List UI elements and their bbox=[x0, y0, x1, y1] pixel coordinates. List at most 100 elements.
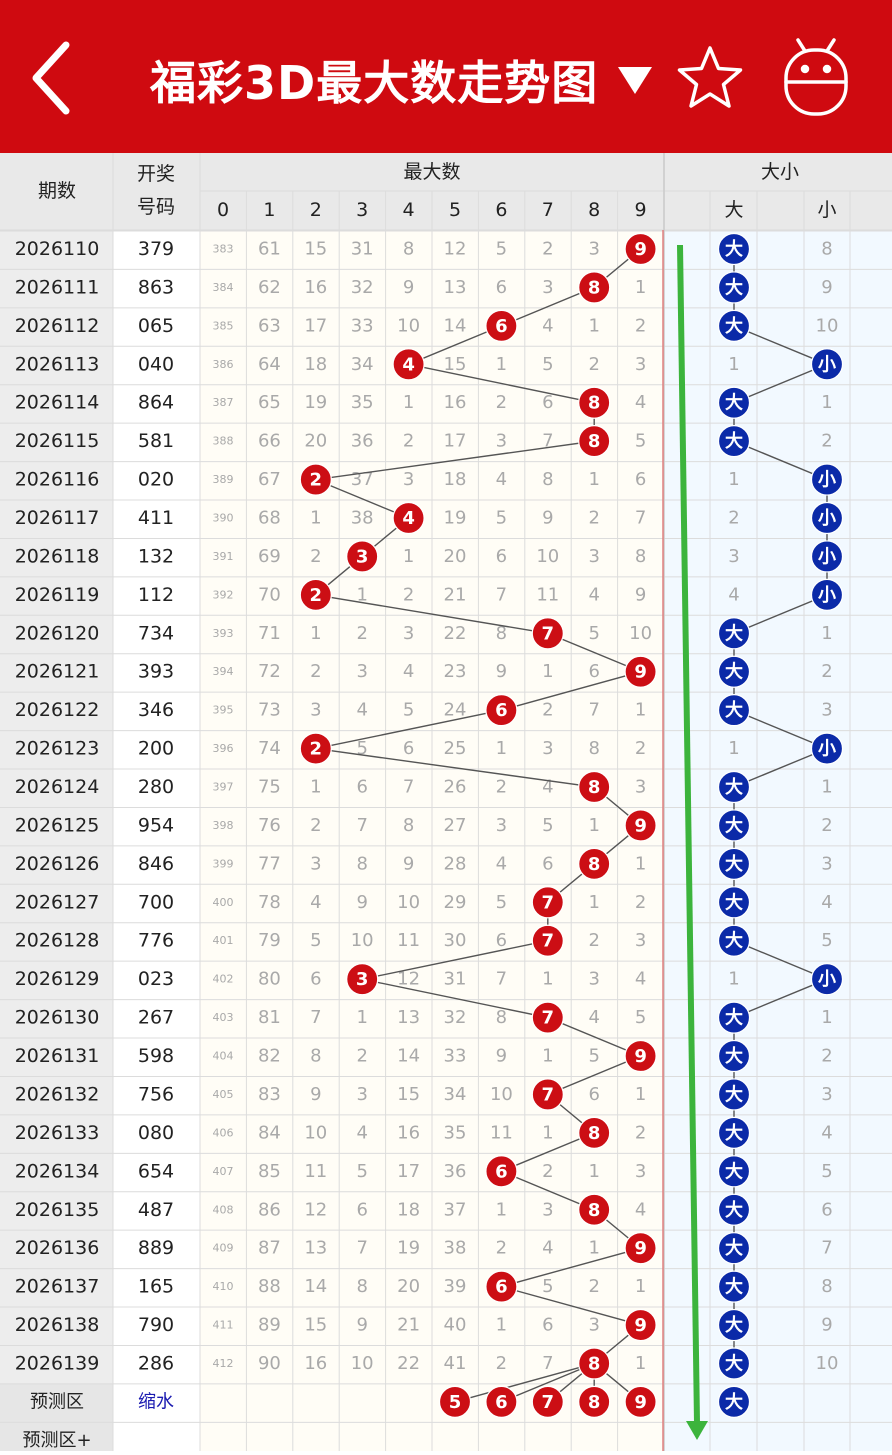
missing-value: 22 bbox=[397, 1353, 420, 1374]
svg-text:9: 9 bbox=[634, 1392, 647, 1413]
svg-text:7: 7 bbox=[542, 931, 555, 952]
missing-value: 4 bbox=[310, 892, 321, 913]
digit-col-header: 8 bbox=[588, 199, 600, 221]
small-missing-value: 1 bbox=[821, 623, 832, 644]
size-small-ball: 小 bbox=[810, 501, 844, 535]
missing-value: 89 bbox=[258, 1315, 281, 1336]
max-digit-ball: 3 bbox=[346, 963, 379, 996]
missing-value: 16 bbox=[304, 277, 327, 298]
missing-value: 77 bbox=[258, 853, 281, 874]
size-big-ball: 大 bbox=[717, 232, 751, 266]
missing-value: 1 bbox=[496, 354, 507, 375]
favorite-button[interactable] bbox=[676, 44, 744, 112]
max-digit-ball: 3 bbox=[346, 540, 379, 573]
missing-value: 4 bbox=[635, 1199, 646, 1220]
period-cell: 2026137 bbox=[15, 1276, 100, 1298]
missing-value: 5 bbox=[542, 815, 553, 836]
missing-value: 29 bbox=[444, 892, 467, 913]
period-cell: 2026111 bbox=[15, 276, 100, 298]
missing-value: 7 bbox=[542, 1353, 553, 1374]
missing-value: 76 bbox=[258, 815, 281, 836]
period-cell: 2026127 bbox=[15, 891, 100, 913]
prediction-ball[interactable]: 9 bbox=[624, 1385, 657, 1419]
small-missing-value: 2 bbox=[821, 815, 832, 836]
missing-value: 3 bbox=[496, 815, 507, 836]
prediction-ball[interactable]: 8 bbox=[578, 1385, 611, 1419]
prediction-ball[interactable]: 5 bbox=[438, 1385, 472, 1419]
prediction-ball[interactable]: 6 bbox=[485, 1385, 518, 1419]
missing-value: 78 bbox=[258, 892, 281, 913]
missing-value: 387 bbox=[213, 396, 234, 409]
missing-value: 11 bbox=[536, 584, 559, 605]
svg-text:9: 9 bbox=[634, 239, 647, 260]
missing-value: 3 bbox=[310, 853, 321, 874]
missing-value: 5 bbox=[496, 508, 507, 529]
missing-value: 1 bbox=[588, 892, 599, 913]
digit-col-header: 6 bbox=[495, 199, 507, 221]
svg-text:8: 8 bbox=[588, 1392, 601, 1413]
size-big-ball: 大 bbox=[717, 694, 751, 727]
missing-value: 2 bbox=[588, 508, 599, 529]
missing-value: 403 bbox=[213, 1011, 234, 1024]
prediction-ball[interactable]: 7 bbox=[531, 1385, 564, 1419]
assistant-button[interactable] bbox=[780, 36, 852, 120]
missing-value: 392 bbox=[213, 588, 234, 601]
missing-value: 82 bbox=[258, 1046, 281, 1067]
period-cell: 2026135 bbox=[15, 1199, 100, 1221]
svg-text:6: 6 bbox=[495, 1161, 508, 1182]
missing-value: 9 bbox=[635, 584, 646, 605]
svg-text:3: 3 bbox=[356, 546, 369, 567]
missing-value: 401 bbox=[213, 934, 234, 947]
max-digit-ball: 6 bbox=[485, 694, 518, 727]
svg-text:小: 小 bbox=[818, 739, 836, 760]
small-missing-value: 3 bbox=[821, 700, 832, 721]
svg-text:大: 大 bbox=[725, 238, 743, 260]
missing-value: 1 bbox=[310, 777, 321, 798]
draw-number-cell: 598 bbox=[138, 1045, 174, 1067]
size-big-ball: 大 bbox=[717, 1270, 751, 1303]
small-missing-value: 4 bbox=[821, 1122, 832, 1143]
missing-value: 1 bbox=[635, 853, 646, 874]
svg-text:2: 2 bbox=[310, 585, 323, 606]
missing-value: 73 bbox=[258, 700, 281, 721]
missing-value: 385 bbox=[213, 319, 234, 332]
svg-text:大: 大 bbox=[725, 1352, 743, 1374]
missing-value: 8 bbox=[403, 815, 414, 836]
shrink-link[interactable]: 缩水 bbox=[138, 1391, 174, 1412]
missing-value: 32 bbox=[444, 1007, 467, 1028]
svg-text:8: 8 bbox=[588, 777, 601, 798]
missing-value: 6 bbox=[496, 277, 507, 298]
svg-text:小: 小 bbox=[818, 470, 836, 491]
missing-value: 14 bbox=[444, 315, 467, 336]
missing-value: 1 bbox=[496, 1315, 507, 1336]
small-missing-value: 9 bbox=[821, 277, 832, 298]
draw-number-cell: 790 bbox=[138, 1314, 174, 1336]
missing-value: 18 bbox=[397, 1199, 420, 1220]
robot-icon bbox=[784, 38, 848, 116]
missing-value: 5 bbox=[403, 700, 414, 721]
draw-number-cell: 393 bbox=[138, 661, 174, 683]
prediction-plus-label[interactable]: 预测区+ bbox=[22, 1430, 91, 1451]
svg-text:大: 大 bbox=[725, 1237, 743, 1259]
prediction-size-ball[interactable]: 大 bbox=[717, 1385, 751, 1419]
max-digit-ball: 8 bbox=[578, 847, 611, 880]
missing-value: 8 bbox=[496, 1007, 507, 1028]
missing-value: 24 bbox=[444, 700, 467, 721]
missing-value: 85 bbox=[258, 1161, 281, 1182]
big-missing-value: 1 bbox=[728, 969, 739, 990]
missing-value: 7 bbox=[496, 584, 507, 605]
back-button[interactable] bbox=[28, 40, 78, 116]
missing-value: 88 bbox=[258, 1276, 281, 1297]
title-dropdown[interactable]: 福彩3D最大数走势图 bbox=[150, 48, 653, 112]
max-digit-ball: 9 bbox=[624, 655, 657, 688]
draw-number-cell: 280 bbox=[138, 776, 174, 798]
missing-value: 8 bbox=[588, 738, 599, 759]
size-big-ball: 大 bbox=[717, 1078, 751, 1111]
small-missing-value: 6 bbox=[821, 1199, 832, 1220]
missing-value: 64 bbox=[258, 354, 281, 375]
period-cell: 2026129 bbox=[15, 968, 100, 990]
draw-number-cell: 889 bbox=[138, 1237, 174, 1259]
missing-value: 2 bbox=[310, 546, 321, 567]
missing-value: 70 bbox=[258, 584, 281, 605]
missing-value: 3 bbox=[403, 623, 414, 644]
